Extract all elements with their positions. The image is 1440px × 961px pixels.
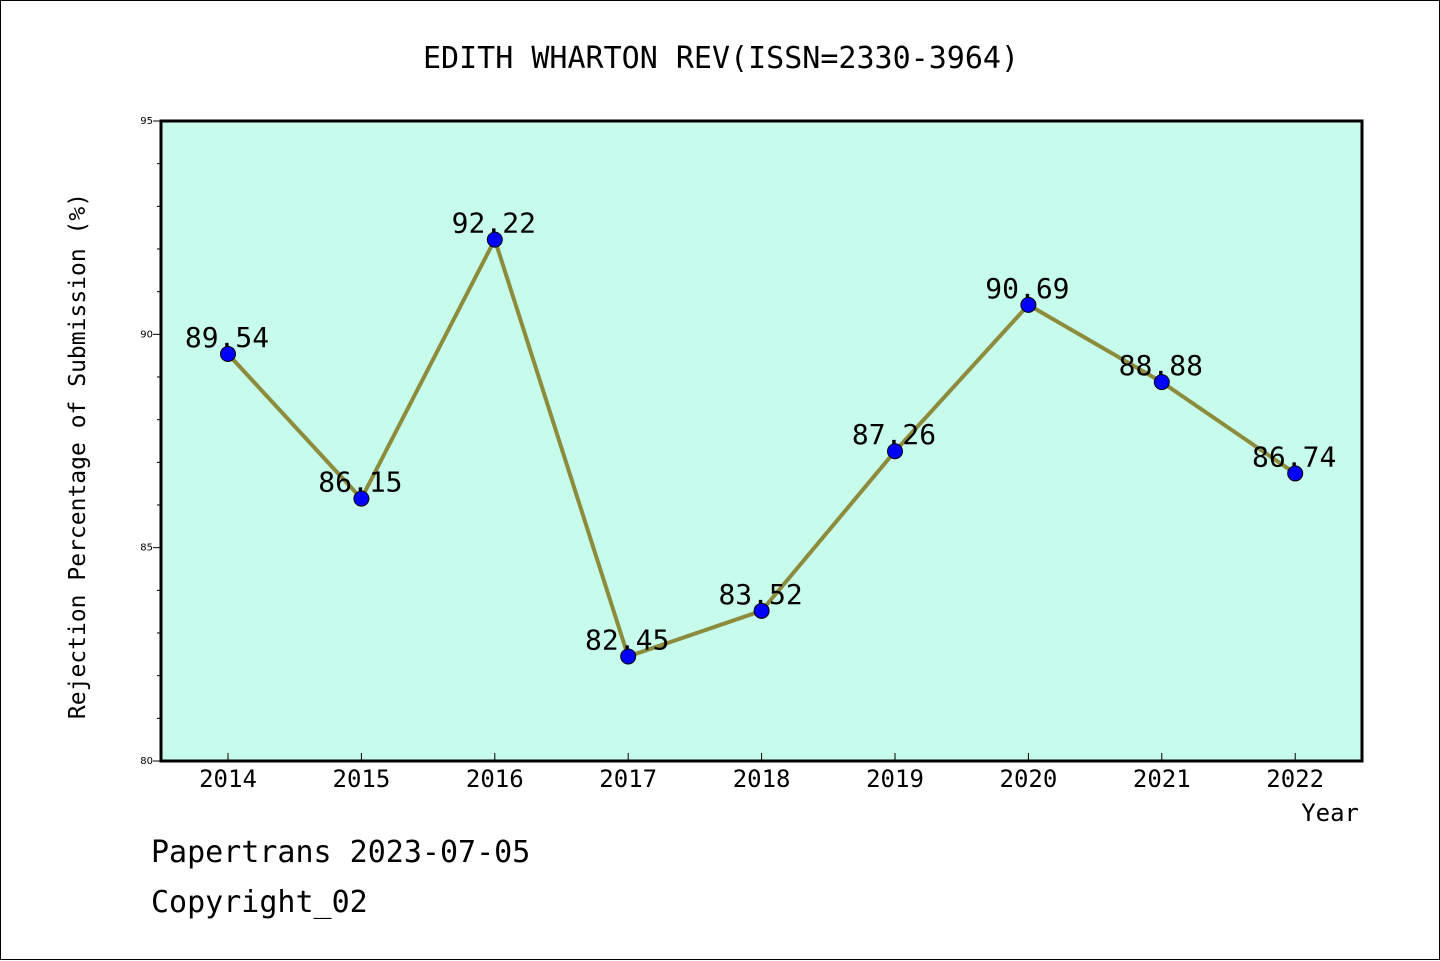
data-label: 92.22 xyxy=(452,207,536,240)
data-label: 86.74 xyxy=(1252,440,1336,473)
data-label: 88.88 xyxy=(1119,349,1203,382)
x-axis-label: Year xyxy=(1301,799,1359,827)
x-tick-label: 2015 xyxy=(333,765,391,793)
plot-area xyxy=(161,121,1362,761)
y-axis-label: Rejection Percentage of Submission (%) xyxy=(65,193,91,719)
data-label: 83.52 xyxy=(718,578,802,611)
data-point xyxy=(1020,296,1037,313)
y-tick-label: 90 xyxy=(140,329,153,340)
data-point xyxy=(1153,374,1170,391)
data-label: 86.15 xyxy=(318,466,402,499)
x-tick-label: 2014 xyxy=(199,765,257,793)
x-tick-label: 2022 xyxy=(1266,765,1324,793)
data-point xyxy=(620,648,637,665)
y-tick-label: 80 xyxy=(140,756,153,767)
axis-ticks: 80 85 90 95 2014 2015 2016 2017 2018 2019 2020 2021… xyxy=(140,116,1324,793)
data-point xyxy=(220,345,236,362)
x-tick-label: 2016 xyxy=(466,765,524,793)
data-label: 90.69 xyxy=(985,272,1069,305)
x-tick-label: 2018 xyxy=(733,765,791,793)
data-label: 87.26 xyxy=(852,418,936,451)
data-label: 89.54 xyxy=(185,321,269,354)
copyright-text: Copyright_02 xyxy=(151,885,368,920)
data-point xyxy=(887,443,903,460)
plot-border xyxy=(159,119,1364,763)
data-label: 82.45 xyxy=(585,623,669,656)
data-point xyxy=(353,490,370,507)
x-tick-label: 2020 xyxy=(1000,765,1058,793)
chart-title: EDITH WHARTON REV(ISSN=2330-3964) xyxy=(423,41,1019,76)
series-layer: 89.54 86.15 92.22 82.45 83.52 87.26 90.69 88.88… xyxy=(185,207,1336,665)
source-date-text: Papertrans 2023-07-05 xyxy=(151,835,531,870)
data-point xyxy=(486,231,503,248)
data-point xyxy=(1287,465,1304,482)
data-point xyxy=(753,602,770,619)
y-tick-label: 95 xyxy=(140,116,153,127)
x-tick-label: 2021 xyxy=(1133,765,1191,793)
x-tick-label: 2019 xyxy=(866,765,924,793)
x-tick-label: 2017 xyxy=(599,765,657,793)
y-tick-label: 85 xyxy=(140,543,153,554)
